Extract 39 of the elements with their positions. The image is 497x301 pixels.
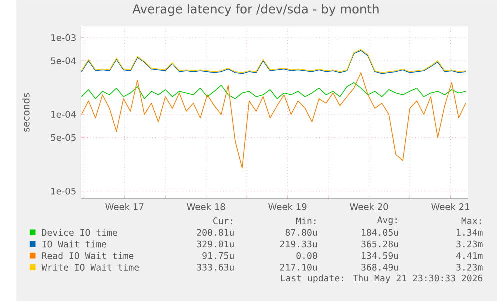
text: 0.00 (296, 252, 318, 260)
y-tick-label: 5e-04 (51, 57, 76, 64)
text: 200.81u (197, 229, 234, 236)
text: 91.75u (202, 252, 234, 260)
text: 134.59u (362, 252, 398, 260)
text: 1.34m (457, 229, 483, 236)
text: 3.23m (456, 240, 483, 248)
text: Max: (462, 218, 482, 224)
y-tick-label: 1e-03 (52, 34, 76, 42)
y-tick-label: 1e-04 (52, 111, 76, 118)
x-tick-label: Week 18 (187, 203, 226, 210)
y-tick-label: 5e-05 (51, 134, 76, 141)
chart-title: Average latency for /dev/sda - by month (132, 4, 379, 16)
line-series (81, 72, 466, 169)
text: Min: (296, 217, 316, 224)
text: 3.23m (456, 264, 483, 271)
y-tick-label: 1e-05 (52, 188, 76, 195)
text: 4.41m (456, 252, 483, 259)
text: 329.01u (197, 240, 234, 248)
line-series (81, 82, 466, 100)
x-tick-label: Week 17 (106, 203, 144, 210)
text: 219.33u (280, 240, 318, 248)
legend-label: IO Wait time (42, 240, 106, 248)
text: Last update: Thu May 21 23:30:33 2026 (281, 274, 483, 284)
text: Cur: (214, 217, 233, 224)
text: 333.63u (197, 264, 234, 271)
text: 87.80u (286, 229, 318, 236)
text: 184.05u (362, 229, 398, 236)
x-tick-label: Week 21 (432, 203, 470, 210)
y-axis-title: seconds (22, 93, 30, 132)
legend-label: Write IO Wait time (42, 264, 140, 271)
text: 368.49u (362, 264, 398, 271)
legend-label: Device IO time (42, 229, 118, 236)
text: Avg: (378, 216, 397, 226)
x-tick-label: Week 20 (350, 203, 388, 210)
text: 217.10u (280, 264, 318, 271)
legend-label: Read IO Wait time (42, 252, 134, 260)
text: 365.28u (362, 240, 398, 248)
x-tick-label: Week 19 (268, 203, 307, 210)
